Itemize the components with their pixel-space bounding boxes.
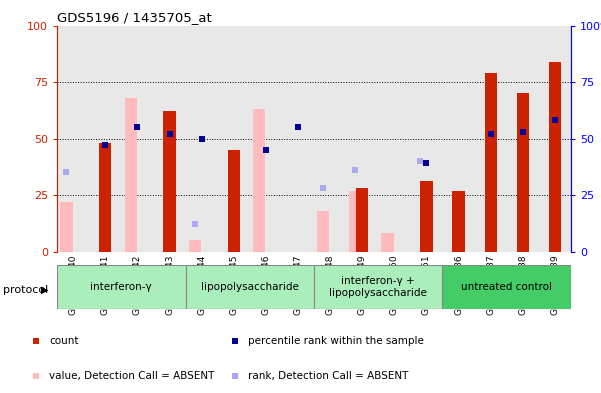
Bar xyxy=(420,182,433,252)
Text: untreated control: untreated control xyxy=(461,282,552,292)
Text: count: count xyxy=(49,336,79,346)
Text: rank, Detection Call = ABSENT: rank, Detection Call = ABSENT xyxy=(248,371,409,381)
Bar xyxy=(228,150,240,252)
Text: percentile rank within the sample: percentile rank within the sample xyxy=(248,336,424,346)
Bar xyxy=(186,265,314,309)
Text: value, Detection Call = ABSENT: value, Detection Call = ABSENT xyxy=(49,371,215,381)
Bar xyxy=(410,26,442,252)
Text: interferon-γ +
lipopolysaccharide: interferon-γ + lipopolysaccharide xyxy=(329,276,427,298)
Bar xyxy=(153,26,186,252)
Bar xyxy=(124,98,137,252)
Bar xyxy=(253,109,265,252)
Bar xyxy=(186,26,218,252)
Text: protocol: protocol xyxy=(3,285,48,295)
Text: interferon-γ: interferon-γ xyxy=(91,282,152,292)
Bar xyxy=(282,26,314,252)
Text: lipopolysaccharide: lipopolysaccharide xyxy=(201,282,299,292)
Bar xyxy=(475,26,507,252)
Bar xyxy=(517,93,529,252)
Bar xyxy=(349,191,362,252)
Bar xyxy=(250,26,282,252)
Bar xyxy=(121,26,153,252)
Text: ▶: ▶ xyxy=(41,285,48,295)
Bar xyxy=(163,111,175,252)
Bar xyxy=(89,26,121,252)
Bar xyxy=(442,26,475,252)
Bar xyxy=(484,73,497,252)
Bar xyxy=(314,26,346,252)
Bar xyxy=(378,26,410,252)
Bar xyxy=(549,62,561,252)
Bar xyxy=(57,265,186,309)
Bar xyxy=(218,26,250,252)
Bar xyxy=(356,188,368,252)
Bar xyxy=(314,265,442,309)
Bar xyxy=(382,233,394,252)
Bar xyxy=(442,265,571,309)
Bar xyxy=(60,202,73,252)
Bar xyxy=(317,211,329,252)
Bar xyxy=(346,26,378,252)
Bar xyxy=(539,26,571,252)
Text: GDS5196 / 1435705_at: GDS5196 / 1435705_at xyxy=(57,11,212,24)
Bar xyxy=(57,26,89,252)
Bar xyxy=(99,143,111,252)
Bar xyxy=(453,191,465,252)
Bar xyxy=(189,240,201,252)
Bar xyxy=(507,26,539,252)
